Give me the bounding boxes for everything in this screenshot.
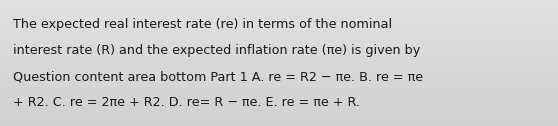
Text: + R2. C. re = 2πe + R2. D. re= R − πe. E. re = πe + R.: + R2. C. re = 2πe + R2. D. re= R − πe. E… bbox=[13, 96, 360, 109]
Text: interest rate (R) and the expected inflation rate (πe) is given by: interest rate (R) and the expected infla… bbox=[13, 44, 420, 57]
Text: Question content area bottom Part 1 A. re = R2 − πe. B. re = πe: Question content area bottom Part 1 A. r… bbox=[13, 70, 423, 83]
Text: The expected real interest rate (re) in terms of the nominal: The expected real interest rate (re) in … bbox=[13, 18, 392, 31]
